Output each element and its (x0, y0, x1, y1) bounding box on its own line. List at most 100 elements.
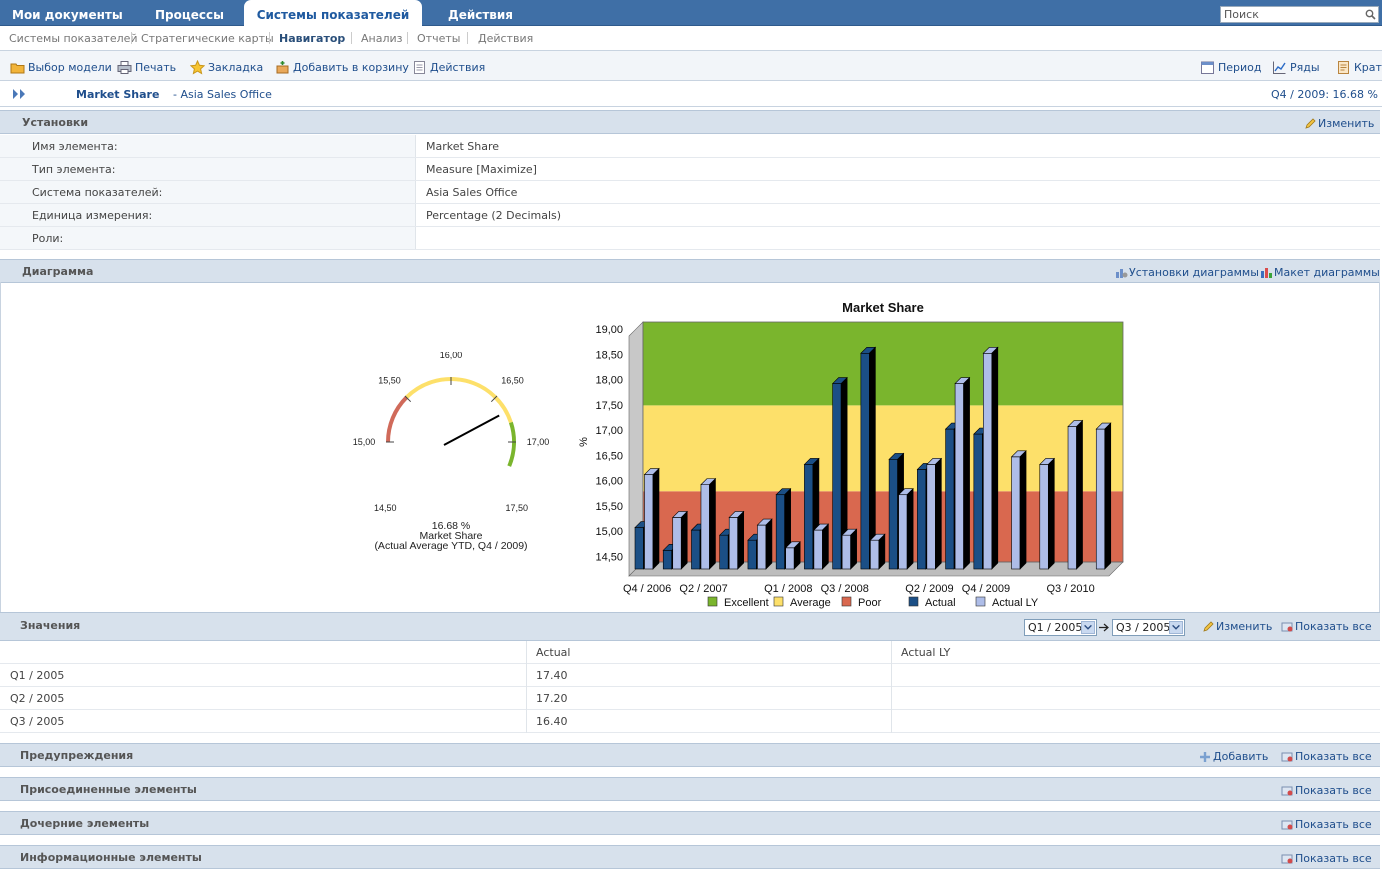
bar-actual (634, 527, 644, 570)
gauge-excellent-arc (507, 421, 516, 467)
values-show-all-button[interactable]: Показать все (1281, 620, 1372, 633)
attached-show-all-button[interactable]: Показать все (1281, 784, 1372, 797)
bar-actual-ly-side (963, 376, 970, 570)
series-button[interactable]: Ряды (1272, 59, 1320, 75)
subnav-actions[interactable]: Действия (478, 32, 534, 45)
subnav-reports[interactable]: Отчеты (417, 32, 461, 45)
subnav-strategy-maps[interactable]: Стратегические карты (141, 32, 274, 45)
info-title: Информационные элементы (20, 851, 202, 864)
folder-icon (10, 63, 25, 73)
bookmark-button[interactable]: Закладка (190, 59, 263, 75)
bar-actual-ly-side (652, 467, 660, 570)
bar-actual-ly (1039, 464, 1049, 570)
gauge-value: 16.68 % (432, 520, 471, 532)
sub-nav: Системы показателей Стратегические карты… (0, 26, 1382, 51)
add-warning-button[interactable]: Добавить (1199, 750, 1268, 763)
top-nav: Мои документы Процессы Системы показател… (0, 0, 1382, 26)
diagram-panel: 14,50 15,00 15,50 16,00 16,50 17,00 17,50 16.68… (0, 282, 1380, 612)
gauge-caption: (Actual Average YTD, Q4 / 2009) (374, 540, 527, 552)
add-to-cart-button[interactable]: Добавить в корзину (275, 59, 409, 75)
pencil-icon (1305, 117, 1316, 129)
bar-actual (945, 428, 955, 570)
element-name: Market Share (76, 88, 160, 101)
legend-swatch (908, 596, 919, 607)
tab-my-documents[interactable]: Мои документы (12, 8, 123, 22)
period-to-select[interactable]: Q3 / 2005 (1112, 619, 1185, 636)
subnav-navigator[interactable]: Навигатор (279, 32, 346, 45)
x-tick-label: Q1 / 2008 (764, 583, 812, 595)
y-tick-label: 17,50 (595, 400, 623, 412)
search-input[interactable]: Поиск (1220, 6, 1379, 23)
y-tick-label: 18,50 (595, 349, 623, 361)
tab-scorecards[interactable]: Системы показателей (244, 0, 422, 26)
children-show-all-button[interactable]: Показать все (1281, 818, 1372, 831)
bar-chart: Market Share 14,50 15,00 15,50 16,00 16,50 17,… (578, 300, 1124, 609)
bar-actual (888, 459, 898, 570)
row-period: Q3 / 2005 (10, 715, 65, 728)
bar-actual (917, 469, 927, 570)
values-edit-button[interactable]: Изменить (1202, 620, 1272, 633)
gauge-chart: 14,50 15,00 15,50 16,00 16,50 17,00 17,50 16.68… (353, 352, 550, 552)
warnings-show-all-button[interactable]: Показать все (1281, 750, 1372, 763)
summary-button[interactable]: Крат (1336, 59, 1382, 75)
show-all-icon (1281, 786, 1293, 795)
y-tick-label: 16,50 (595, 450, 623, 462)
table-row: Q3 / 2005 16.40 (0, 710, 1380, 733)
property-label: Тип элемента: (0, 158, 416, 180)
info-show-all-button[interactable]: Показать все (1281, 852, 1372, 865)
bar-actual-ly (870, 539, 880, 570)
legend-label: Average (790, 597, 831, 609)
bar-actual-ly-side (1104, 422, 1112, 570)
element-context: - Asia Sales Office (173, 88, 272, 101)
legend-swatch (975, 596, 986, 607)
period-from-select[interactable]: Q1 / 2005 (1024, 619, 1097, 636)
chart-layout-button[interactable]: Макет диаграммы (1260, 266, 1380, 279)
scorecard-link[interactable]: Asia Sales Office (426, 186, 518, 199)
bar-actual-ly-side (765, 518, 773, 570)
chart-settings-button[interactable]: Установки диаграммы (1115, 266, 1259, 279)
gauge-average-arc (405, 377, 513, 424)
subnav-analysis[interactable]: Анализ (361, 32, 403, 45)
children-title: Дочерние элементы (20, 817, 150, 830)
gauge-needle (443, 414, 500, 446)
settings-edit-button[interactable]: Изменить (1304, 117, 1374, 130)
y-tick-label: 19,00 (595, 324, 623, 336)
bar-actual-ly (954, 383, 964, 570)
show-all-icon (1281, 854, 1293, 863)
info-section-header: Информационные элементы Показать все (0, 845, 1380, 869)
gauge-tick-label: 17,00 (527, 437, 550, 447)
gauge-tick-label: 14,50 (374, 503, 397, 513)
report-icon (1338, 60, 1349, 74)
property-label: Единица измерения: (0, 204, 416, 226)
bar-actual (691, 529, 701, 570)
property-row: Тип элемента: Measure [Maximize] (0, 158, 1380, 181)
diagram-title: Диаграмма (22, 265, 94, 278)
bar-actual-ly (926, 464, 936, 570)
y-tick-label: 18,00 (595, 375, 623, 387)
actions-button[interactable]: Действия (412, 59, 485, 75)
chevron-down-icon (1081, 621, 1095, 634)
row-actual: 16.40 (536, 715, 568, 728)
show-all-icon (1281, 622, 1293, 631)
row-actual: 17.20 (536, 692, 568, 705)
gauge-tick-label: 17,50 (505, 503, 528, 513)
period-button[interactable]: Период (1200, 59, 1262, 75)
printer-icon (117, 60, 132, 74)
select-model-button[interactable]: Выбор модели (10, 59, 112, 75)
bar-actual-ly (728, 517, 739, 570)
bar-actual (804, 464, 814, 570)
subnav-scorecards[interactable]: Системы показателей (9, 32, 138, 45)
legend-label: Actual (925, 597, 956, 609)
diagram-section-header: Диаграмма Установки диаграммы Макет диаг… (0, 259, 1380, 283)
property-value: Market Share (426, 140, 500, 153)
tab-actions[interactable]: Действия (448, 8, 514, 22)
tab-processes[interactable]: Процессы (155, 8, 224, 22)
bar-actual-ly-side (680, 510, 688, 570)
search-icon[interactable] (1365, 9, 1376, 20)
toolbar: Выбор модели Печать Закладка Добавить в … (0, 51, 1382, 81)
property-row: Единица измерения: Percentage (2 Decimals… (0, 204, 1380, 227)
bar-chart-icon (1261, 267, 1272, 278)
print-button[interactable]: Печать (117, 59, 176, 75)
chart-title: Market Share (842, 300, 924, 315)
expand-arrows-icon[interactable] (12, 88, 27, 100)
